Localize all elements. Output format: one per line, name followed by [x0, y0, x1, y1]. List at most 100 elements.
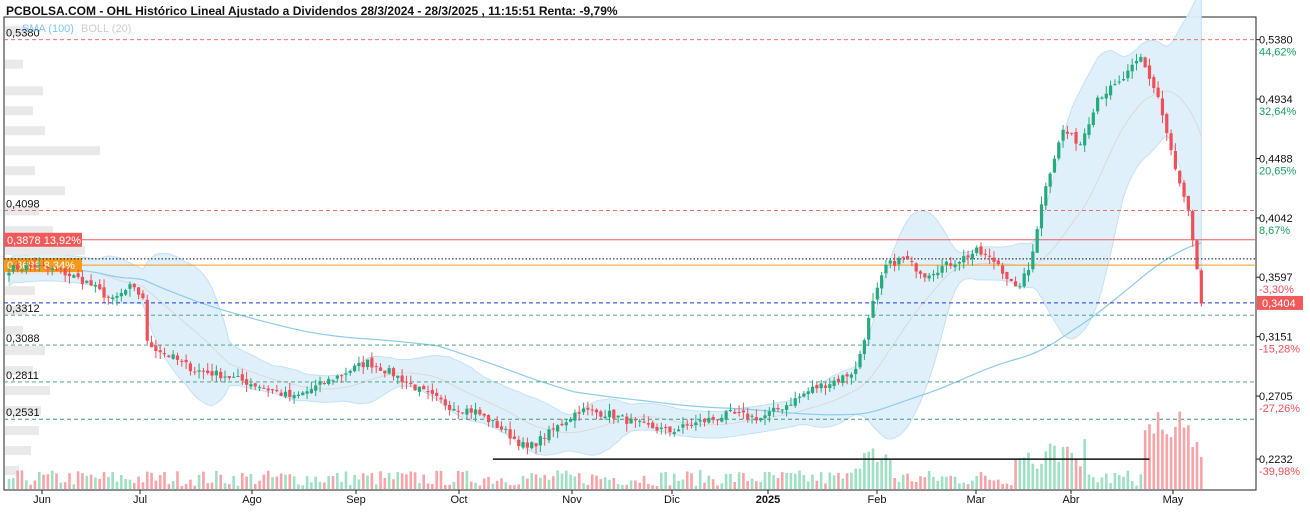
volume-bar-153 — [668, 485, 672, 489]
candle-body-140 — [612, 409, 616, 419]
volume-bar-37 — [167, 484, 171, 489]
volume-bar-163 — [711, 479, 715, 489]
candle-body-252 — [1096, 97, 1100, 112]
volume-bar-100 — [439, 470, 443, 489]
volume-bar-9 — [46, 474, 50, 489]
volume-bar-166 — [724, 473, 728, 489]
volume-bar-210 — [914, 481, 918, 489]
volume-bar-215 — [936, 480, 940, 489]
volume-bar-20 — [94, 477, 97, 489]
volume-bar-218 — [949, 475, 953, 489]
right-tick-pct-0: 44,62% — [1259, 47, 1297, 59]
volume-bar-179 — [780, 472, 784, 489]
candle-body-159 — [694, 422, 698, 426]
candle-body-43 — [193, 371, 197, 373]
candle-body-122 — [534, 443, 538, 447]
volume-bar-87 — [383, 477, 387, 489]
volume-bar-196 — [854, 468, 858, 489]
candle-body-71 — [314, 385, 318, 391]
volume-bar-146 — [638, 482, 642, 489]
legend-sma100[interactable]: SMA (100) — [22, 23, 74, 35]
candle-body-29 — [132, 284, 136, 288]
candle-body-83 — [365, 359, 370, 368]
volume-bar-74 — [327, 476, 330, 489]
volume-bar-124 — [543, 474, 546, 489]
volume-bar-80 — [353, 474, 356, 489]
volume-bar-93 — [409, 471, 413, 489]
solid-level-label-1: 0,3688 8,34% — [7, 260, 75, 272]
candle-body-184 — [802, 393, 806, 397]
volume-bar-107 — [469, 481, 473, 489]
right-tick-price-7: 0,2232 — [1259, 454, 1293, 466]
volume-bar-259 — [1126, 470, 1130, 489]
volume-bar-15 — [72, 484, 76, 489]
candle-body-218 — [949, 263, 953, 266]
candle-body-199 — [867, 317, 871, 340]
candle-body-217 — [944, 261, 949, 265]
candle-body-32 — [145, 299, 149, 341]
candle-body-9 — [46, 266, 50, 269]
volume-bar-109 — [478, 485, 482, 489]
candle-body-52 — [232, 376, 236, 378]
candle-body-246 — [1070, 132, 1074, 134]
volume-bar-248 — [1079, 466, 1082, 489]
candle-body-138 — [603, 416, 607, 419]
volume-bar-0 — [7, 478, 11, 489]
candle-body-26 — [119, 292, 123, 297]
volume-bar-261 — [1135, 485, 1138, 489]
candle-body-201 — [875, 287, 879, 300]
candle-body-27 — [124, 290, 128, 295]
candle-body-237 — [1031, 251, 1035, 270]
candle-body-232 — [1009, 278, 1013, 282]
volume-bar-49 — [219, 474, 222, 489]
candle-body-225 — [979, 246, 983, 255]
candle-body-135 — [590, 409, 594, 411]
candle-body-89 — [391, 368, 396, 377]
volume-bar-125 — [547, 479, 551, 489]
candle-body-263 — [1143, 57, 1147, 68]
volume-bar-62 — [275, 476, 279, 489]
candle-body-35 — [158, 350, 162, 353]
volume-bar-52 — [232, 475, 235, 489]
candle-body-107 — [469, 408, 473, 413]
volume-bar-178 — [776, 478, 780, 489]
volume-bar-120 — [526, 478, 529, 489]
candle-body-104 — [456, 410, 460, 412]
volume-bar-260 — [1130, 481, 1134, 489]
volume-bar-115 — [504, 482, 508, 489]
volume-bar-226 — [984, 475, 987, 489]
volume-bar-182 — [793, 473, 797, 489]
level-label-5: 0,2531 — [6, 407, 40, 419]
candle-body-212 — [923, 273, 927, 278]
candle-body-178 — [776, 407, 780, 410]
volume-profile-bar-16 — [5, 366, 33, 376]
volume-bar-269 — [1169, 437, 1173, 489]
volume-bar-51 — [228, 484, 231, 489]
candle-body-137 — [599, 411, 603, 417]
candle-body-247 — [1074, 131, 1078, 144]
volume-bar-55 — [245, 476, 248, 489]
volume-bar-172 — [750, 478, 754, 489]
candle-body-49 — [219, 371, 223, 379]
candle-body-242 — [1052, 158, 1057, 173]
volume-bar-78 — [344, 471, 348, 489]
volume-bar-76 — [336, 472, 339, 489]
volume-bar-17 — [81, 473, 84, 489]
volume-bar-47 — [210, 482, 214, 489]
candle-body-25 — [115, 295, 119, 298]
volume-bar-161 — [703, 482, 706, 489]
volume-bar-145 — [634, 480, 637, 489]
volume-bar-103 — [452, 481, 456, 489]
candle-body-209 — [910, 261, 914, 263]
candle-body-67 — [296, 394, 301, 397]
volume-bar-183 — [798, 470, 801, 489]
candle-body-99 — [435, 392, 439, 396]
candle-body-62 — [275, 390, 279, 392]
volume-profile-bar-15 — [5, 346, 45, 356]
legend-boll20[interactable]: BOLL (20) — [81, 23, 132, 35]
volume-bar-195 — [850, 472, 853, 489]
volume-bar-173 — [755, 481, 758, 489]
volume-bar-216 — [940, 476, 944, 489]
candle-body-102 — [448, 405, 452, 410]
volume-bar-271 — [1178, 411, 1182, 489]
